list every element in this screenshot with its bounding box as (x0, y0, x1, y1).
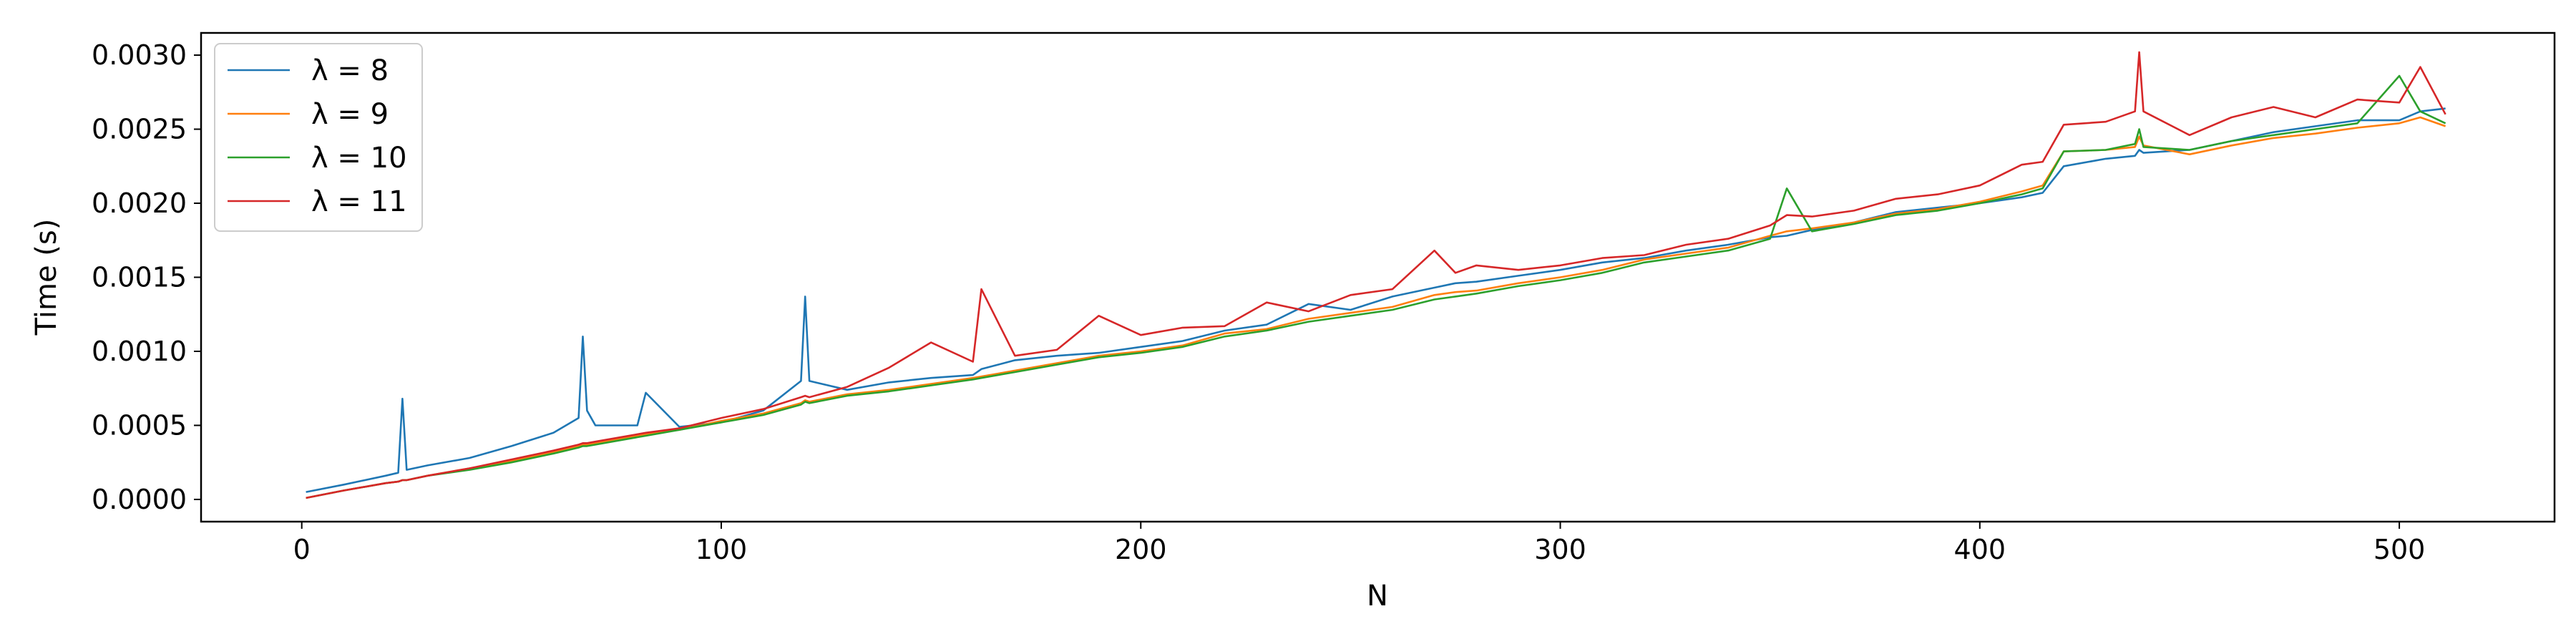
x-tick-label: 0 (293, 534, 311, 565)
legend: λ = 8 λ = 9 λ = 10 λ = 11 (214, 43, 423, 232)
series-line-2 (306, 74, 2446, 499)
y-tick-label: 0.0020 (92, 187, 187, 219)
y-axis: 0.0000 0.0005 0.0010 0.0015 0.0020 0.0025 0.00… (92, 39, 201, 515)
series-layer (306, 51, 2446, 499)
series-line-1 (306, 116, 2446, 499)
x-tick-label: 300 (1534, 534, 1586, 565)
legend-items: λ = 8 λ = 9 λ = 10 λ = 11 (228, 54, 407, 218)
y-tick-label: 0.0005 (92, 409, 187, 441)
x-tick-label: 500 (2373, 534, 2426, 565)
legend-label-2: λ = 10 (311, 142, 407, 175)
x-tick-label: 400 (1954, 534, 2006, 565)
x-axis-label: N (1367, 580, 1388, 613)
legend-label-1: λ = 9 (311, 98, 389, 131)
legend-label-3: λ = 11 (311, 185, 407, 218)
x-tick-label: 100 (696, 534, 748, 565)
y-axis-label: Time (s) (30, 219, 63, 336)
y-tick-label: 0.0030 (92, 39, 187, 71)
series-line-3 (306, 51, 2446, 499)
plot-frame (200, 31, 2556, 523)
legend-label-0: λ = 8 (311, 54, 389, 87)
y-tick-label: 0.0015 (92, 262, 187, 293)
x-axis: 0 100 200 300 400 500 (293, 522, 2426, 565)
y-tick-label: 0.0000 (92, 484, 187, 515)
y-tick-label: 0.0010 (92, 336, 187, 367)
legend-box (214, 43, 423, 232)
series-line-0 (306, 107, 2446, 493)
x-tick-label: 200 (1115, 534, 1167, 565)
y-tick-label: 0.0025 (92, 114, 187, 145)
